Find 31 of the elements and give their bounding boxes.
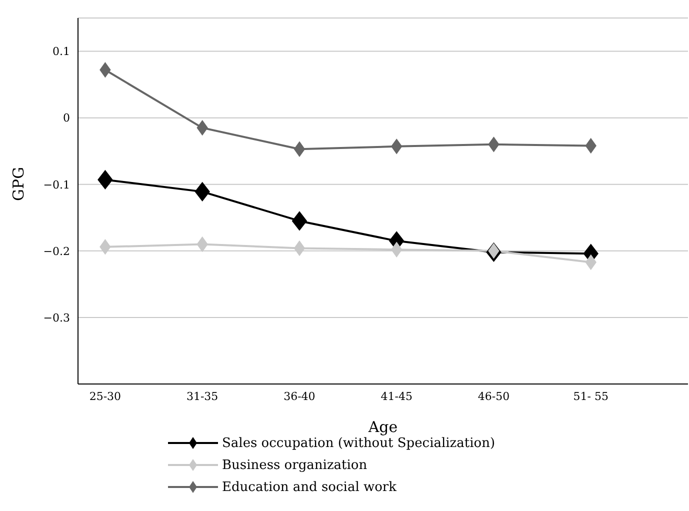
- point: [391, 242, 402, 258]
- point: [98, 170, 113, 190]
- y-tick-label: −0.3: [43, 311, 70, 324]
- legend-label: Business organization: [222, 458, 368, 472]
- point: [391, 138, 402, 154]
- point: [488, 136, 500, 152]
- y-tick-label: 0.1: [52, 45, 70, 58]
- point: [292, 211, 307, 230]
- x-tick-label: 36-40: [284, 390, 316, 403]
- point: [100, 239, 111, 254]
- y-tick-label: −0.2: [43, 244, 70, 258]
- point: [100, 62, 111, 78]
- x-axis-title: Age: [367, 418, 398, 436]
- point: [585, 254, 596, 270]
- point: [294, 240, 305, 256]
- x-tick-label: 25-30: [89, 390, 122, 403]
- point: [196, 120, 208, 136]
- x-tick-label: 41-45: [380, 390, 412, 403]
- x-tick-label: 51- 55: [573, 390, 608, 403]
- x-tick-label: 46-50: [478, 390, 510, 403]
- point: [585, 138, 596, 154]
- point: [488, 243, 500, 258]
- y-tick-label: −0.1: [43, 178, 70, 192]
- y-tick-label: 0: [63, 112, 70, 125]
- legend-label: Education and social work: [222, 480, 397, 494]
- point: [194, 182, 210, 202]
- legend-label: Sales occupation (without Specialization): [222, 436, 496, 450]
- point: [196, 236, 208, 252]
- x-tick-label: 31-35: [186, 390, 218, 403]
- point: [294, 142, 305, 157]
- y-axis-title: GPG: [9, 166, 28, 201]
